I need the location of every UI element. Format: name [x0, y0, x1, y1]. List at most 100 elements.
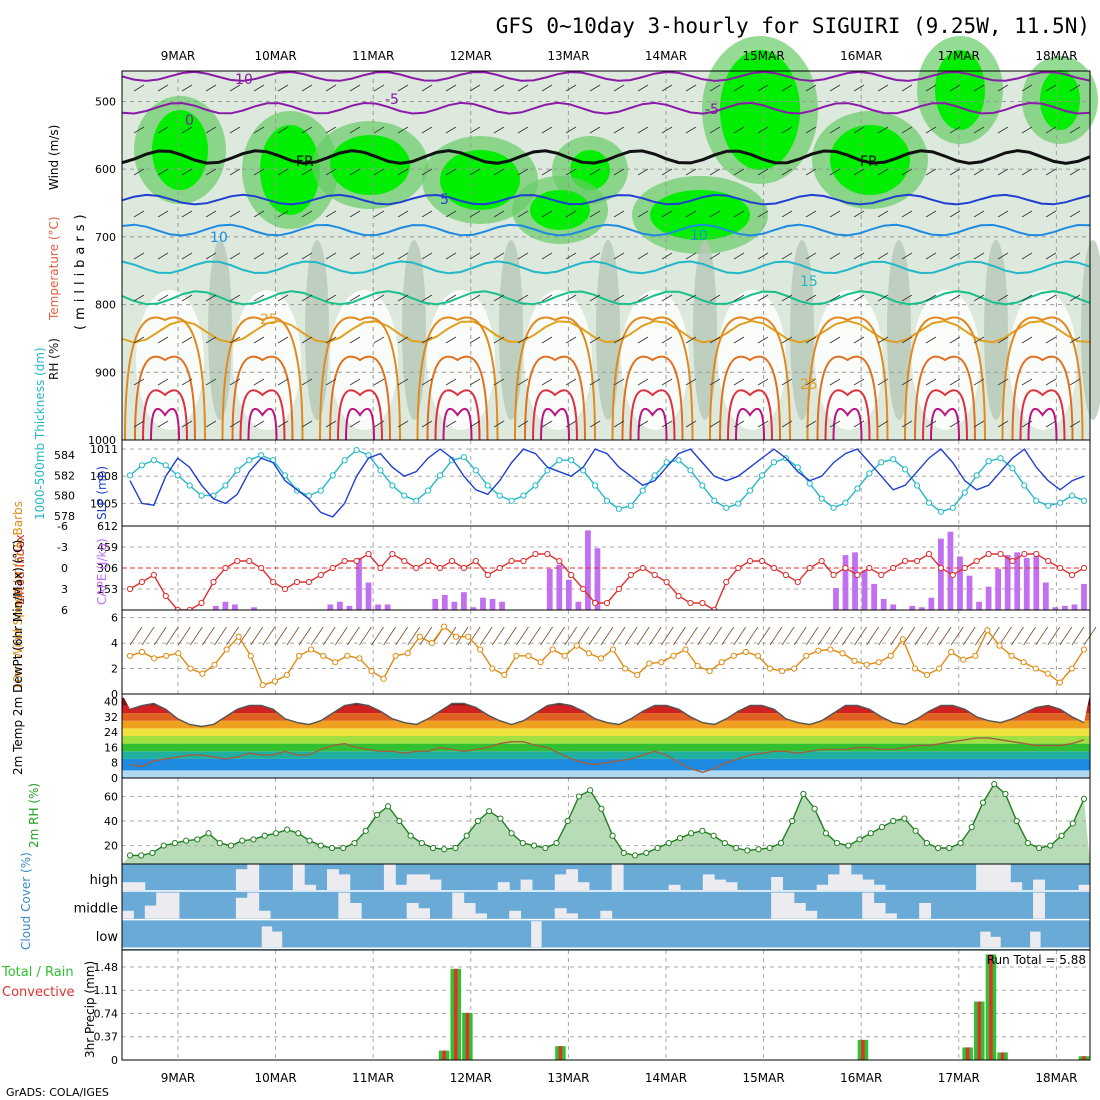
wind-barb [541, 294, 553, 302]
wind-barb [925, 168, 937, 176]
wind-barb [421, 336, 433, 344]
wind-speed-line-point [996, 642, 1003, 649]
surface-barb [141, 626, 155, 646]
surface-barb [1035, 626, 1049, 646]
wind-barb [901, 126, 913, 134]
li-line-point [735, 564, 742, 572]
wind-barb [805, 420, 817, 428]
wind-barb [613, 168, 625, 176]
rh-line-point [699, 827, 706, 834]
warm-isotherm [524, 355, 586, 441]
wind-barb [229, 126, 241, 134]
temp-band [122, 758, 1090, 771]
run-total: Run Total = 5.88 [987, 953, 1086, 967]
rh-line-point [519, 840, 526, 847]
wind-barb [493, 252, 505, 260]
surface-barb [902, 626, 916, 646]
cape-bar [938, 538, 944, 610]
wind-speed-line-point [151, 655, 158, 662]
thickness-line-point [436, 472, 444, 479]
wind-barb [157, 294, 169, 302]
wind-barb [925, 84, 937, 92]
wind-barb [949, 210, 961, 218]
cape-bar [985, 586, 992, 610]
date-label-bottom: 16MAR [840, 1071, 882, 1085]
thickness-line-point [615, 505, 623, 512]
wind-barb [1021, 126, 1033, 134]
li-line-point [878, 571, 885, 579]
wind-barb [229, 294, 241, 302]
li-line-point [985, 550, 992, 558]
li-line-point [782, 571, 789, 579]
wind-speed-line-point [211, 661, 218, 668]
cloud-bar [566, 869, 579, 890]
wind-barb [925, 336, 937, 344]
cloud-bar [418, 908, 430, 919]
thickness-line-point [830, 504, 837, 511]
wind-speed-line-point [779, 667, 786, 675]
humid-column [790, 240, 814, 420]
cape-tick: 612 [97, 520, 118, 533]
wind-barb [733, 84, 745, 92]
surface-barb [987, 626, 1000, 646]
wind-barb [421, 294, 433, 302]
slp-labels: SLP (mb) [95, 466, 109, 520]
wind-barb [829, 294, 841, 302]
wind-barb [445, 378, 457, 386]
li-line-point [150, 571, 157, 579]
contour-label: -5 [705, 102, 719, 118]
wind-barb [997, 336, 1009, 344]
wind-barb [133, 126, 145, 134]
wind-barb [1045, 378, 1057, 386]
wind-barb [829, 168, 841, 176]
cloud-labels: Cloud Cover (%) [19, 852, 33, 950]
precip-tick: 0.37 [94, 1031, 119, 1044]
cape-bar [966, 575, 973, 610]
warm-isotherm [514, 316, 596, 441]
cape-bar [1071, 604, 1078, 610]
cloud-bar [383, 864, 396, 890]
cape-bar [909, 605, 916, 610]
slp-line [129, 448, 1085, 518]
temp-line [129, 702, 1085, 728]
precip-tick: 0 [111, 1054, 118, 1067]
wind-barb [661, 336, 673, 344]
wind-speed-line-point [646, 660, 653, 667]
wind-speed-line-point [1044, 670, 1051, 677]
wind-barb [253, 210, 265, 218]
surface-barb [926, 626, 940, 646]
rh-line-point [789, 817, 796, 825]
wind-barb [781, 210, 793, 218]
li-line-point [544, 550, 551, 558]
rh-line-point [407, 832, 414, 839]
li-line-point [353, 557, 360, 565]
wind-barb [205, 336, 217, 344]
cloud-level-label: low [96, 930, 119, 945]
wind-barb [277, 336, 289, 344]
cloud-bar [828, 874, 840, 890]
cape-bar [375, 604, 381, 610]
wind-barb [661, 84, 673, 92]
convective-bar [861, 1039, 865, 1060]
cloud-bar [990, 936, 1001, 948]
date-label-top: 15MAR [743, 49, 785, 63]
rh-line-point [306, 837, 313, 844]
upper-air-unit: (millibars) [73, 209, 88, 330]
date-label-bottom: 11MAR [352, 1071, 394, 1085]
cloud-bar [1010, 882, 1023, 890]
cape-tick: 153 [97, 583, 118, 596]
thickness-line-point [508, 497, 515, 504]
warm-isotherm [1027, 408, 1058, 441]
surface-barb [359, 626, 372, 646]
surface-barb [805, 626, 819, 646]
cape-bar [212, 605, 219, 610]
cloud-bar [452, 892, 465, 919]
wind-barb [829, 336, 841, 344]
wind-barb [901, 420, 913, 428]
wind-barb [301, 84, 313, 92]
rh-line-point [676, 835, 684, 842]
wind-barb [229, 168, 241, 176]
thickness-line-point [758, 472, 766, 479]
wind-barb [277, 420, 289, 428]
date-label-top: 17MAR [938, 49, 980, 63]
